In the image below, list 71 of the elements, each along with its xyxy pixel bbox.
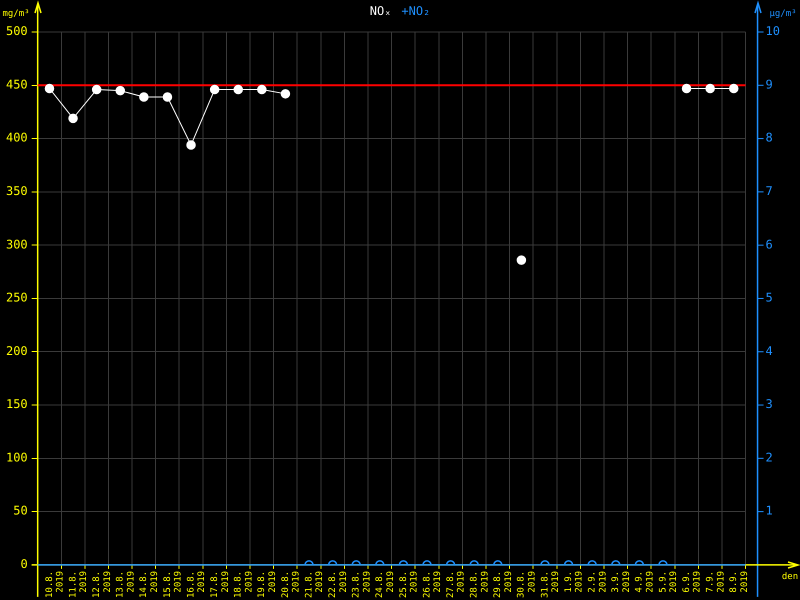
point — [516, 255, 526, 265]
y2-tick-label: 2 — [766, 450, 773, 464]
x-tick-label: 24.8. 2019 — [375, 570, 396, 598]
point — [162, 92, 172, 102]
y-tick-label: 250 — [6, 290, 28, 305]
x-tick-label: 31.8. 2019 — [540, 570, 562, 598]
y2-tick-label: 10 — [766, 24, 780, 38]
y2-tick-label: 8 — [766, 130, 773, 145]
x-tick-label: 26.8. 2019 — [422, 570, 444, 598]
x-tick-label: 22.8. 2019 — [328, 570, 349, 598]
x-tick-label: 16.8. 2019 — [186, 570, 208, 598]
x-tick-label: 23.8. 2019 — [352, 570, 372, 598]
x-tick-label: 20.8. 2019 — [280, 570, 302, 598]
y-tick-label: 200 — [6, 344, 28, 358]
point — [280, 89, 290, 99]
x-tick-label: 27.8. 2019 — [446, 570, 467, 598]
y-tick-label: 500 — [6, 24, 28, 38]
x-tick-label: 29.8. 2019 — [493, 570, 514, 598]
y-tick-label: 100 — [6, 450, 28, 464]
x-tick-label: 7.9. 2019 — [706, 570, 726, 593]
point — [139, 92, 149, 102]
x-tick-label: 30.8. 2019 — [516, 570, 538, 598]
x-tick-label: 5.9. 2019 — [658, 570, 680, 593]
point — [705, 84, 715, 94]
y-tick-label: 150 — [6, 397, 28, 412]
point — [186, 140, 196, 150]
y2-tick-label: 6 — [766, 237, 773, 252]
y-tick-label: 300 — [6, 237, 28, 252]
y2-tick-label: 9 — [766, 77, 773, 92]
x-tick-label: 18.8. 2019 — [234, 570, 254, 598]
point — [44, 84, 54, 94]
x-tick-label: 19.8. 2019 — [257, 570, 278, 598]
x-tick-label: 21.8. 2019 — [304, 570, 326, 598]
text: NOₓ — [370, 4, 392, 18]
y2-tick-label: 3 — [766, 397, 773, 412]
x-tick-label: 2.9. 2019 — [588, 570, 608, 593]
y-tick-label: 450 — [6, 77, 28, 92]
x-axis-title: den — [782, 572, 798, 582]
point — [729, 84, 739, 94]
x-tick-label: 8.9. 2019 — [729, 570, 750, 593]
y-tick-label: 400 — [6, 130, 28, 145]
y2-tick-label: 7 — [766, 184, 773, 198]
x-tick-label: 3.9. 2019 — [611, 570, 632, 593]
point — [257, 84, 267, 94]
y-tick-label: 0 — [20, 557, 28, 572]
point — [68, 114, 78, 124]
x-tick-label: 6.9. 2019 — [682, 570, 703, 593]
y2-tick-label: 4 — [766, 344, 773, 358]
y2-tick-label: 1 — [766, 504, 773, 518]
x-tick-label: 10.8. 2019 — [44, 570, 66, 598]
point — [116, 86, 126, 96]
x-tick-label: 11.8. 2019 — [68, 570, 90, 598]
point — [92, 84, 102, 94]
y-tick-label: 50 — [13, 504, 28, 518]
x-tick-label: 13.8. 2019 — [116, 570, 136, 598]
y2-tick-label: 5 — [766, 290, 773, 305]
x-tick-label: 12.8. 2019 — [92, 570, 113, 598]
y2-axis-title: µg/m³ — [769, 9, 797, 19]
x-tick-label: 1.9. 2019 — [564, 570, 585, 593]
x-tick-label: 28.8. 2019 — [470, 570, 490, 598]
x-tick-label: 4.9. 2019 — [634, 570, 656, 593]
text: +NO₂ — [401, 4, 430, 18]
x-tick-label: 17.8. 2019 — [210, 570, 231, 598]
y-axis-title: mg/m³ — [2, 9, 30, 19]
point — [210, 84, 220, 94]
x-tick-label: 14.8. 2019 — [139, 570, 160, 598]
point — [682, 84, 692, 94]
x-tick-label: 25.8. 2019 — [398, 570, 420, 598]
point — [233, 84, 243, 94]
y-tick-label: 350 — [6, 184, 28, 198]
x-tick-label: 15.8. 2019 — [162, 570, 184, 598]
